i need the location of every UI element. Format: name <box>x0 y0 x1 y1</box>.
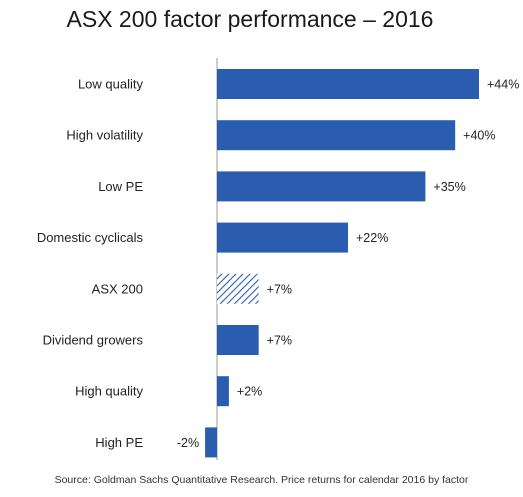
bar-high-volatility <box>217 120 456 151</box>
bar-high-pe <box>205 427 217 458</box>
category-label: High PE <box>95 435 143 450</box>
value-label: +7% <box>267 282 292 296</box>
value-label: +22% <box>356 231 388 245</box>
category-label: Low PE <box>98 179 143 194</box>
bar-asx-200 <box>217 273 259 304</box>
value-label: +7% <box>267 334 292 348</box>
value-label: -2% <box>177 436 199 450</box>
value-label: +35% <box>433 180 465 194</box>
category-label: High volatility <box>66 128 143 143</box>
category-label: High quality <box>75 384 143 399</box>
bar-high-quality <box>217 376 229 407</box>
chart-source: Source: Goldman Sachs Quantitative Resea… <box>54 474 469 486</box>
category-label: Domestic cyclicals <box>37 230 144 245</box>
value-label: +40% <box>463 129 495 143</box>
chart-title: ASX 200 factor performance – 2016 <box>66 6 434 32</box>
value-label: +2% <box>237 385 262 399</box>
bar-low-pe <box>217 171 426 202</box>
value-label: +44% <box>487 78 519 92</box>
category-label: Low quality <box>78 77 144 92</box>
category-label: Dividend growers <box>43 333 144 348</box>
bar-low-quality <box>217 69 479 99</box>
bar-dividend-growers <box>217 325 259 355</box>
category-label: ASX 200 <box>92 281 143 296</box>
bar-domestic-cyclicals <box>217 222 348 253</box>
